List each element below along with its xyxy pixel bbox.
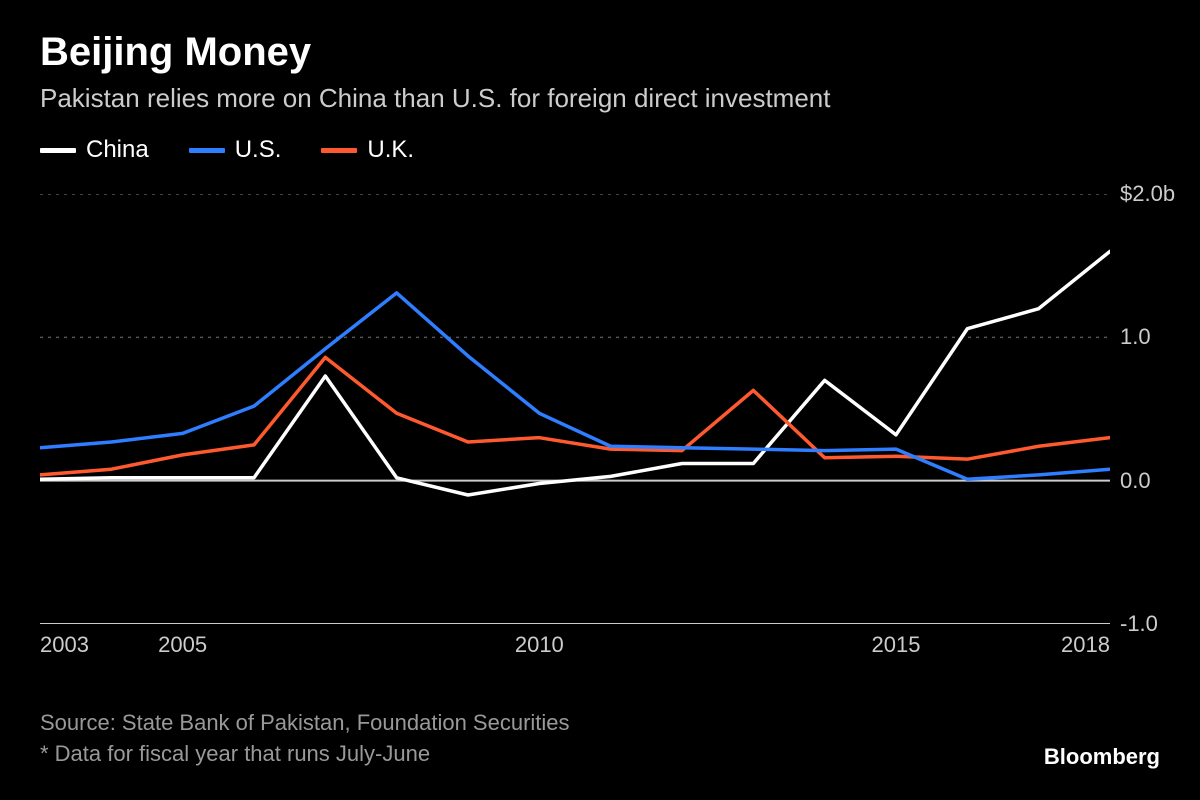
chart-container: Beijing Money Pakistan relies more on Ch… [0, 0, 1200, 800]
legend-item: U.S. [189, 136, 282, 164]
source-text: Source: State Bank of Pakistan, Foundati… [40, 708, 570, 739]
legend-label: U.K. [367, 136, 414, 164]
legend-item: U.K. [321, 136, 414, 164]
footnote-text: * Data for fiscal year that runs July-Ju… [40, 739, 570, 770]
y-tick-label: -1.0 [1120, 611, 1158, 637]
legend-label: U.S. [235, 136, 282, 164]
x-tick-label: 2010 [515, 632, 564, 658]
legend-swatch [40, 148, 76, 153]
chart-area: -1.00.01.0$2.0b 20032005201020152018 [40, 194, 1110, 624]
y-tick-label: $2.0b [1120, 181, 1175, 207]
chart-title: Beijing Money [40, 30, 1160, 75]
legend: China U.S. U.K. [40, 136, 1160, 164]
x-axis-labels: 2003 2005 2010 2015 2018 [40, 632, 1110, 662]
series-line [40, 357, 1110, 475]
legend-item: China [40, 136, 149, 164]
legend-label: China [86, 136, 149, 164]
x-tick-label: 2003 [40, 632, 89, 658]
legend-swatch [321, 148, 357, 153]
brand-label: Bloomberg [1044, 744, 1160, 770]
y-axis-labels: -1.00.01.0$2.0b [1110, 194, 1180, 624]
legend-swatch [189, 148, 225, 153]
chart-subtitle: Pakistan relies more on China than U.S. … [40, 83, 1160, 114]
y-tick-label: 0.0 [1120, 468, 1151, 494]
x-tick-label: 2018 [1061, 632, 1110, 658]
y-tick-label: 1.0 [1120, 324, 1151, 350]
x-tick-label: 2015 [872, 632, 921, 658]
chart-svg [40, 194, 1110, 624]
chart-footer: Source: State Bank of Pakistan, Foundati… [40, 708, 570, 770]
x-tick-label: 2005 [158, 632, 207, 658]
